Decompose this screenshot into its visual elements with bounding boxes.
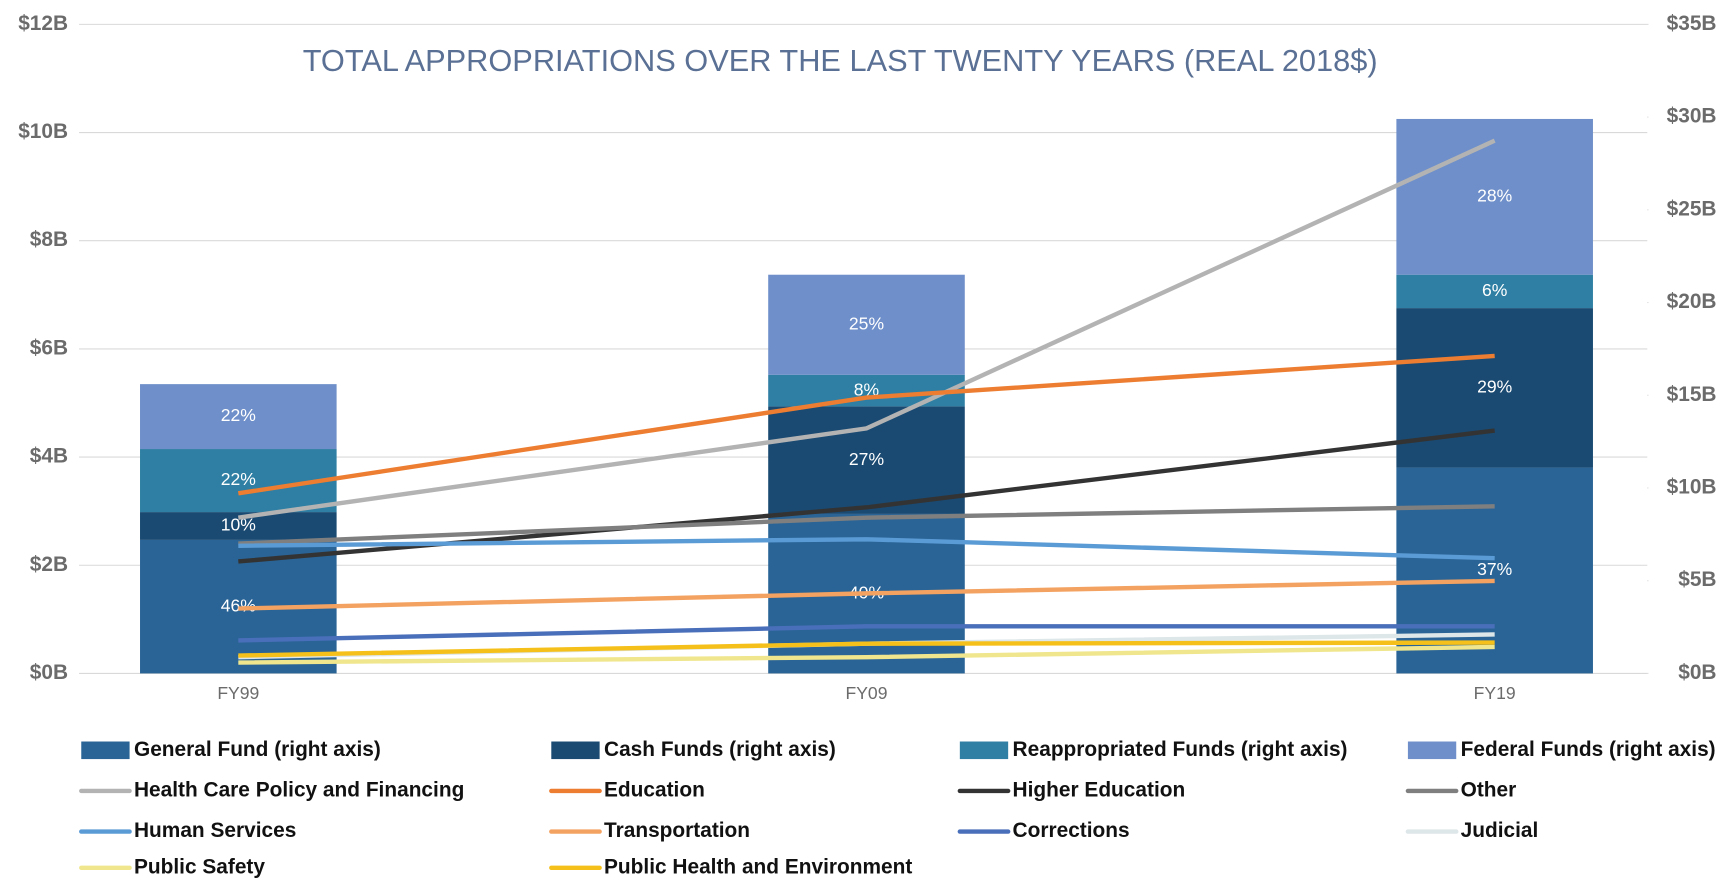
y-tick-label: $8B [30, 228, 68, 251]
data-label: 6% [1482, 280, 1507, 300]
legend-label: Health Care Policy and Financing [134, 778, 464, 801]
bar-segment [140, 384, 337, 450]
data-label: 25% [849, 313, 884, 333]
bar-segment [1396, 308, 1593, 468]
legend-label: General Fund (right axis) [134, 738, 381, 761]
legend-label: Public Safety [134, 855, 265, 878]
legend-label: Public Health and Environment [604, 855, 912, 878]
chart-title: TOTAL APPROPRIATIONS OVER THE LAST TWENT… [303, 43, 1378, 78]
y2-tick-label: $0B [1678, 661, 1716, 684]
bar-segment [140, 449, 337, 513]
legend-label: Transportation [604, 819, 750, 842]
legend-swatch [551, 741, 600, 760]
legend-label: Federal Funds (right axis) [1461, 738, 1716, 761]
legend-label: Education [604, 778, 705, 801]
y-tick-label: $0B [30, 661, 68, 684]
legend-label: Cash Funds (right axis) [604, 738, 836, 761]
line [237, 353, 1495, 496]
y-tick-label: $4B [30, 445, 68, 468]
y2-tick-label: $5B [1678, 568, 1716, 591]
y-tick-label: $12B [18, 12, 68, 35]
x-tick-label: FY99 [217, 683, 259, 703]
y-tick-label: $10B [18, 120, 68, 143]
legend-label: Human Services [134, 819, 296, 842]
y2-tick-label: $10B [1667, 475, 1717, 498]
y2-tick-label: $35B [1667, 12, 1717, 35]
line [238, 504, 1495, 546]
legend-swatch [1407, 741, 1457, 760]
line [238, 644, 1495, 665]
line [238, 578, 1495, 611]
legend-label: Higher Education [1013, 778, 1186, 801]
line [238, 624, 1495, 643]
data-label: 28% [1477, 185, 1512, 205]
data-label: 22% [221, 469, 256, 489]
legend-label: Other [1461, 778, 1517, 801]
bar-segment [1396, 274, 1593, 309]
line [238, 537, 1495, 561]
data-label: 10% [221, 515, 256, 535]
bar-segment [768, 406, 965, 514]
bar-segment [768, 374, 965, 407]
data-label: 8% [854, 379, 879, 399]
data-label: 37% [1477, 559, 1512, 579]
y2-tick-label: $30B [1667, 105, 1717, 128]
legend-label: Corrections [1013, 819, 1130, 842]
data-label: 29% [1477, 376, 1512, 396]
y-tick-label: $2B [30, 553, 68, 576]
bar-segment [768, 274, 965, 375]
bar-segment [1396, 467, 1593, 674]
x-tick-label: FY19 [1474, 683, 1516, 703]
x-tick-label: FY09 [845, 683, 887, 703]
legend-label: Reappropriated Funds (right axis) [1013, 738, 1348, 761]
y-tick-label: $6B [30, 336, 68, 359]
bar-segment [1396, 118, 1593, 275]
legend-label: Judicial [1461, 819, 1539, 842]
y2-tick-label: $25B [1667, 197, 1717, 220]
legend-swatch [81, 741, 130, 760]
line [238, 640, 1495, 658]
line [238, 138, 1496, 520]
legend-swatch [959, 741, 1009, 760]
y2-tick-label: $20B [1667, 290, 1717, 313]
data-label: 22% [221, 405, 256, 425]
y2-tick-label: $15B [1667, 383, 1717, 406]
data-label: 27% [849, 449, 884, 469]
data-label: 46% [221, 595, 256, 615]
